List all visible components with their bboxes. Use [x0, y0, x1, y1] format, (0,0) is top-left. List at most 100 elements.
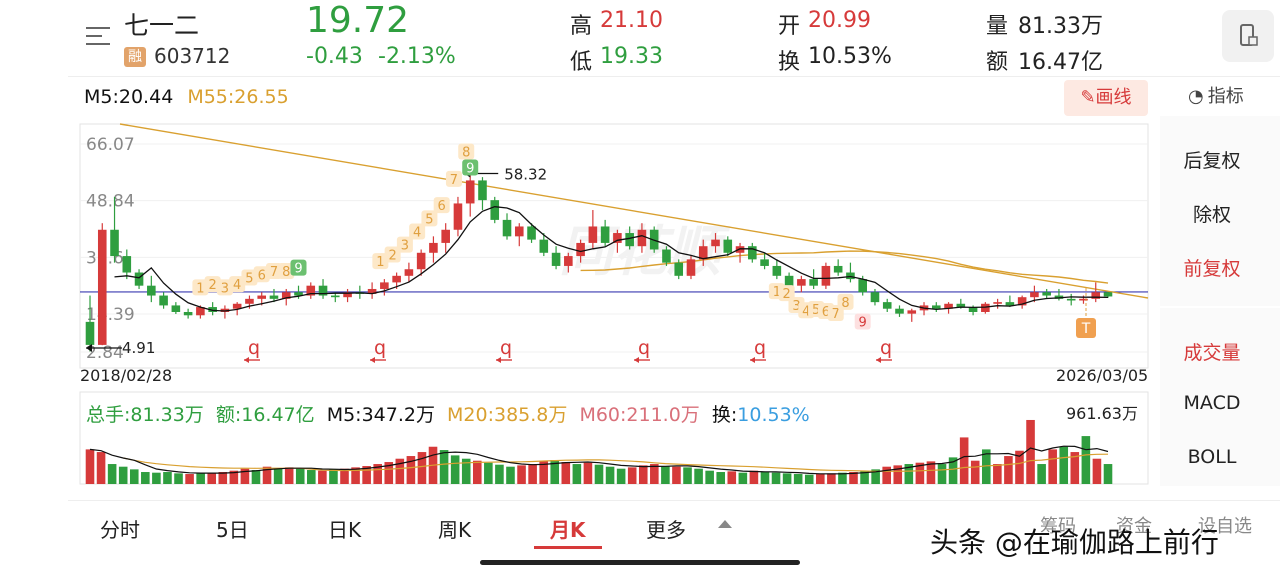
funds-button[interactable]: 资金 — [1116, 516, 1152, 537]
seq-badge-label: 7 — [832, 307, 840, 322]
price-change: -0.43 — [306, 44, 363, 69]
candle-body — [944, 303, 953, 309]
volume-bar — [295, 468, 305, 484]
phone-landscape-icon[interactable] — [1222, 10, 1274, 62]
volume-legend: 总手:81.33万 额:16.47亿 M5:347.2万 M20:385.8万 … — [86, 400, 810, 427]
triangle-up-icon[interactable] — [718, 520, 732, 528]
open-label: 开 — [778, 14, 801, 39]
seq-badge-label: 3 — [401, 239, 409, 254]
candle-body — [870, 292, 880, 303]
candle-body — [429, 242, 438, 253]
seq-badge — [462, 159, 479, 176]
ma5-line — [114, 206, 1109, 312]
volume-bar — [118, 466, 128, 484]
volume-ma5-path — [89, 445, 1109, 475]
macd-indicator-button[interactable]: MACD — [1183, 392, 1241, 414]
candle-body — [453, 203, 463, 230]
chips-button[interactable]: 筹码 — [1040, 516, 1076, 537]
candle-body — [367, 288, 377, 294]
candle-body — [981, 303, 990, 312]
menu-lines-icon[interactable] — [84, 24, 112, 48]
q-marker: q — [754, 337, 766, 359]
seq-badge — [409, 223, 426, 240]
adjust-forward-button[interactable]: 前复权 — [1183, 258, 1241, 280]
volume-bar — [981, 449, 991, 484]
candle-body — [514, 226, 524, 237]
seq-badge — [854, 313, 871, 330]
candle-body — [711, 239, 720, 247]
volume-bar — [273, 468, 283, 484]
candle-body — [993, 302, 1002, 304]
tab-monthly[interactable]: 月K — [550, 518, 586, 542]
ma55-legend: M55:26.55 — [187, 86, 289, 108]
volume-bar — [882, 466, 891, 484]
candle-body — [490, 200, 500, 220]
candle-body — [539, 239, 549, 253]
candle-body — [772, 265, 782, 276]
candle-body — [97, 229, 107, 345]
volume-bar — [163, 472, 172, 484]
volume-bar — [904, 464, 914, 484]
volume-bar — [152, 472, 161, 484]
tab-5day[interactable]: 5日 — [216, 518, 249, 542]
volume-bar — [96, 452, 106, 484]
volume-bar — [318, 470, 327, 484]
volume-bar — [760, 472, 770, 484]
vol-total: 总手:81.33万 — [86, 404, 204, 426]
candle-body — [674, 262, 684, 276]
indicator-label: 指标 — [1207, 86, 1244, 107]
volume-bar — [1026, 419, 1035, 484]
volume-bar — [307, 470, 316, 484]
boll-indicator-button[interactable]: BOLL — [1187, 446, 1237, 468]
volume-bar — [107, 464, 117, 484]
vol-amount: 额:16.47亿 — [215, 404, 315, 426]
volume-bar — [185, 474, 194, 484]
volume-bar — [406, 456, 416, 484]
tab-intraday[interactable]: 分时 — [100, 518, 140, 542]
seq-badge-label: 5 — [245, 272, 253, 287]
tab-daily[interactable]: 日K — [328, 518, 362, 542]
candle-body — [968, 307, 978, 312]
volume-bar — [627, 467, 637, 484]
seq-badge-label: 9 — [294, 262, 302, 277]
volume-bar — [849, 472, 858, 484]
tabs-divider — [68, 500, 1280, 501]
right-panel-bg-top — [1160, 116, 1280, 306]
margin-badge: 融 — [124, 47, 146, 67]
low-value: 19.33 — [600, 44, 663, 69]
candle-body — [551, 252, 561, 266]
high-value: 21.10 — [600, 8, 663, 33]
volume-indicator-button[interactable]: 成交量 — [1183, 342, 1241, 364]
seq-badge-label: 5 — [812, 303, 820, 318]
seq-badge-label: 8 — [841, 296, 849, 311]
tab-weekly[interactable]: 周K — [438, 518, 472, 542]
seq-badge-label: 6 — [822, 305, 830, 320]
tab-more[interactable]: 更多 — [646, 518, 686, 542]
candle-body — [698, 246, 708, 260]
candle-body — [686, 259, 696, 276]
add-watchlist-button[interactable]: 设自选 — [1198, 516, 1252, 537]
seq-badge — [265, 262, 282, 279]
seq-badge-label: 9 — [859, 316, 867, 331]
volume-bar — [472, 460, 482, 484]
indicator-button[interactable]: ◔ 指标 — [1188, 82, 1244, 108]
candle-body — [318, 285, 328, 296]
trendlines — [119, 123, 1149, 299]
draw-line-button[interactable]: ✎画线 — [1064, 80, 1148, 116]
volume-value: 81.33万 — [1018, 14, 1103, 39]
volume-bar — [605, 466, 615, 484]
candle-body — [1054, 295, 1064, 299]
seq-badge — [433, 197, 450, 214]
candle-body — [858, 279, 867, 293]
volume-bar — [1037, 464, 1046, 484]
candle-body — [245, 298, 254, 304]
candle-body — [931, 305, 941, 309]
adjust-backward-button[interactable]: 后复权 — [1183, 150, 1241, 172]
volume-bar — [495, 464, 504, 484]
candle-body — [306, 285, 316, 296]
seq-badge — [241, 269, 258, 286]
ex-rights-button[interactable]: 除权 — [1192, 204, 1231, 226]
candle-body — [85, 321, 95, 345]
seq-badge — [192, 279, 209, 296]
